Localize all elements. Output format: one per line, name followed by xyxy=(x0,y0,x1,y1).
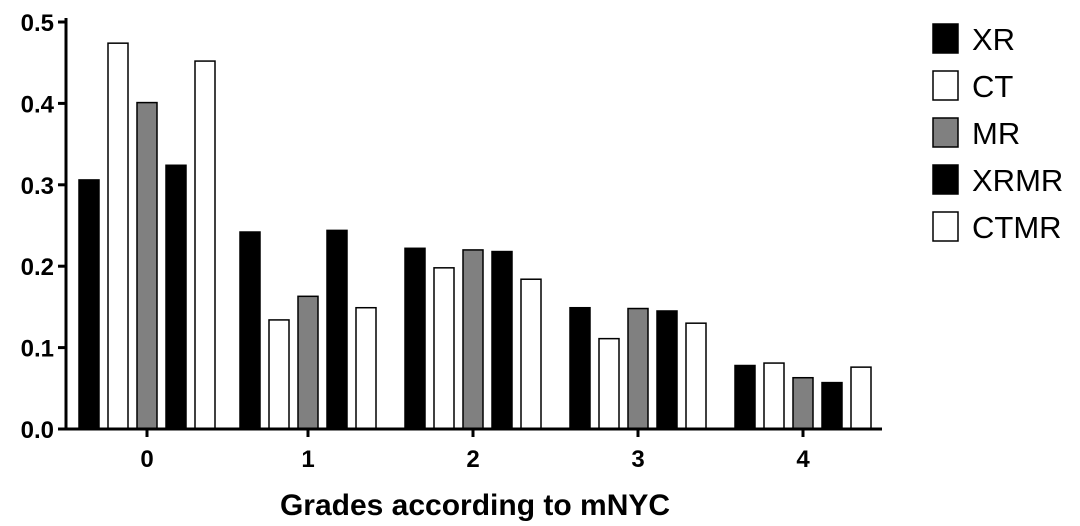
x-tick-label: 0 xyxy=(140,446,153,473)
bar-mr-grade-4 xyxy=(792,376,814,430)
bar-ct-grade-1 xyxy=(268,319,290,430)
bar-ctmr-grade-0 xyxy=(194,60,216,430)
bar-mr-grade-2 xyxy=(462,249,484,430)
y-tick-label: 0.4 xyxy=(21,91,55,118)
bar-xr-grade-1 xyxy=(239,231,261,430)
legend-label-xr: XR xyxy=(972,22,1015,57)
bar-ct-grade-4 xyxy=(763,362,785,430)
y-ticks-group: 0.0 0.1 0.2 0.3 0.4 0.5 xyxy=(21,10,66,444)
x-ticks-group: 0 1 2 3 4 xyxy=(140,429,810,473)
y-tick-label: 0.2 xyxy=(21,254,54,281)
bar-mr-grade-1 xyxy=(297,295,319,430)
legend-swatch-ct xyxy=(932,70,959,101)
legend-label-xrmr: XRMR xyxy=(972,163,1063,198)
legend-swatch-mr xyxy=(932,117,959,148)
legend-swatch-ctmr xyxy=(932,211,959,242)
bars-group xyxy=(78,42,872,430)
bar-ctmr-grade-1 xyxy=(355,306,377,430)
y-tick-label: 0.1 xyxy=(21,336,54,363)
x-tick-label: 4 xyxy=(796,446,810,473)
y-tick-label: 0.0 xyxy=(21,417,54,444)
bar-xrmr-grade-1 xyxy=(326,229,348,430)
bar-xrmr-grade-3 xyxy=(656,310,678,430)
bar-mr-grade-0 xyxy=(136,101,158,430)
bar-xrmr-grade-4 xyxy=(821,381,843,430)
legend-swatch-xr xyxy=(932,23,959,54)
bar-xr-grade-3 xyxy=(569,306,591,430)
legend-label-ctmr: CTMR xyxy=(972,210,1062,245)
y-tick-label: 0.3 xyxy=(21,173,54,200)
bar-ct-grade-0 xyxy=(107,42,129,430)
bar-xr-grade-4 xyxy=(734,364,756,430)
legend-swatch-xrmr xyxy=(932,164,959,195)
y-tick-label: 0.5 xyxy=(21,10,54,37)
bar-xr-grade-0 xyxy=(78,179,100,430)
legend-label-mr: MR xyxy=(972,116,1020,151)
bar-xrmr-grade-0 xyxy=(165,164,187,430)
bar-xr-grade-2 xyxy=(404,247,426,430)
x-tick-label: 3 xyxy=(631,446,644,473)
bar-ctmr-grade-3 xyxy=(685,322,707,430)
bar-ctmr-grade-4 xyxy=(850,366,872,430)
x-tick-label: 2 xyxy=(466,446,479,473)
x-tick-label: 1 xyxy=(301,446,314,473)
bar-mr-grade-3 xyxy=(627,307,649,430)
x-axis-title: Grades according to mNYC xyxy=(280,489,670,522)
bar-ct-grade-3 xyxy=(598,337,620,430)
bar-xrmr-grade-2 xyxy=(491,250,513,430)
bar-ctmr-grade-2 xyxy=(520,278,542,430)
legend-label-ct: CT xyxy=(972,69,1013,104)
bar-ct-grade-2 xyxy=(433,267,455,430)
